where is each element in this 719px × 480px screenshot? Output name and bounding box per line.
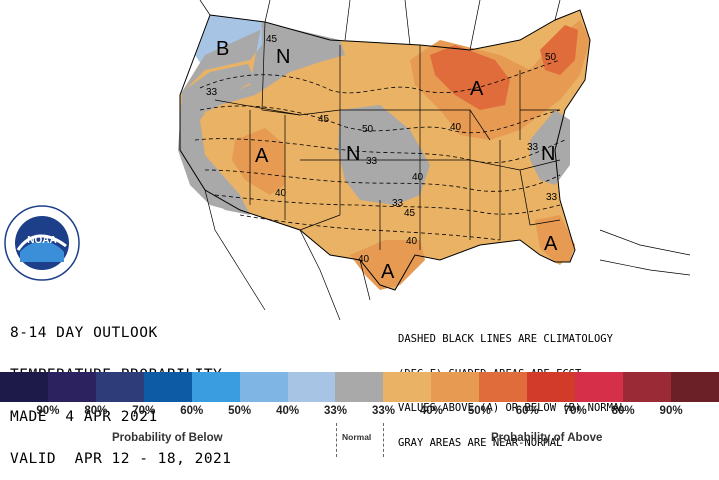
legend-percent-label: 90%: [36, 405, 60, 417]
legend-swatch: [383, 372, 432, 402]
contour-label: 33: [206, 87, 218, 98]
region-label-plains: N: [346, 143, 360, 165]
contour-label: 50: [362, 124, 374, 135]
region-label-sw: A: [255, 145, 269, 167]
legend-percent-label: 50%: [228, 405, 252, 417]
us-outline: [179, 9, 591, 291]
contour-label: 33: [546, 192, 558, 203]
contour-label: 33: [527, 142, 539, 153]
region-above-40-fl: [535, 215, 575, 262]
region-label-east: N: [541, 143, 555, 165]
region-above-50-ne: [430, 25, 578, 110]
legend-swatch: [527, 372, 576, 402]
legend-swatch: [95, 372, 144, 402]
region-label-pnw: B: [216, 38, 229, 60]
legend-swatch: [670, 372, 719, 402]
legend-swatch: [287, 372, 336, 402]
normal-divider-left: [336, 423, 337, 457]
legend-percent-label: 80%: [84, 405, 108, 417]
state-boundaries: [214, 21, 561, 250]
contour-label: 40: [358, 254, 370, 265]
legend-swatch: [622, 372, 671, 402]
contour-label: 40: [412, 172, 424, 183]
legend-percent-label: 60%: [515, 405, 539, 417]
neighbor-boundaries: [199, 0, 691, 321]
title-line-4: VALID APR 12 - 18, 2021: [10, 451, 232, 467]
legend-percent-label: 70%: [132, 405, 156, 417]
region-above-40-tx: [350, 240, 425, 290]
contour-label: 40: [450, 122, 462, 133]
legend-swatch: [431, 372, 480, 402]
region-normal-nw: [180, 22, 345, 215]
legend-percent-label: 40%: [276, 405, 300, 417]
legend-swatch: [479, 372, 528, 402]
legend-swatch: [575, 372, 623, 402]
legend-percent-label: 60%: [180, 405, 204, 417]
legend-percent-label: 33%: [371, 405, 395, 417]
legend-swatch: [239, 372, 288, 402]
legend-swatch: [47, 372, 96, 402]
noaa-logo-text: NOAA: [27, 235, 56, 246]
climatology-lines: [194, 59, 566, 241]
contour-label: 45: [404, 208, 416, 219]
legend-percent-label: 50%: [467, 405, 491, 417]
contour-label: 45: [318, 114, 330, 125]
note-line-3: VALUES ABOVE (A) OR BELOW (B) NORMAL: [398, 402, 626, 414]
note-line-4: GRAY AREAS ARE NEAR-NORMAL: [398, 436, 563, 449]
below-caption: Probability of Below: [112, 432, 223, 444]
probability-legend: [0, 372, 719, 402]
above-caption: Probability of Above: [491, 432, 603, 444]
region-label-tx: A: [381, 261, 395, 283]
legend-percent-label: 90%: [659, 405, 683, 417]
normal-divider-right: [383, 423, 384, 457]
region-above-40-sw: [232, 128, 285, 195]
legend-swatch: [191, 372, 240, 402]
legend-swatch: [0, 372, 48, 402]
legend-percent-labels: 90% 80% 70% 60% 50% 40% 33% 33% 40% 50% 60% 70% 80% 9…: [0, 405, 719, 421]
outlook-map: B N A N A N A A 45 33 45 50 33 40 40 50 …: [4, 0, 691, 321]
normal-caption: Normal: [342, 432, 372, 442]
region-label-nw: N: [276, 46, 290, 68]
contour-label: 45: [266, 34, 278, 45]
legend-percent-label: 40%: [419, 405, 443, 417]
contour-label: 33: [392, 198, 404, 209]
noaa-logo: NOAA: [4, 205, 80, 281]
region-label-fl: A: [544, 233, 558, 255]
contour-label: 40: [275, 188, 287, 199]
note-line-1: DASHED BLACK LINES ARE CLIMATOLOGY: [398, 333, 613, 345]
legend-percent-label: 80%: [611, 405, 635, 417]
contour-label: 40: [406, 236, 418, 247]
contour-label: 50: [545, 52, 557, 63]
title-line-3: MADE 4 APR 2021: [10, 409, 158, 425]
contour-label: 33: [366, 156, 378, 167]
legend-swatch: [335, 372, 384, 402]
region-normal-west-coast: [178, 64, 255, 212]
legend-percent-label: 33%: [324, 405, 348, 417]
legend-percent-label: 70%: [563, 405, 587, 417]
region-label-lakes: A: [470, 78, 484, 100]
title-line-1: 8-14 DAY OUTLOOK: [10, 325, 158, 341]
legend-swatch: [143, 372, 192, 402]
